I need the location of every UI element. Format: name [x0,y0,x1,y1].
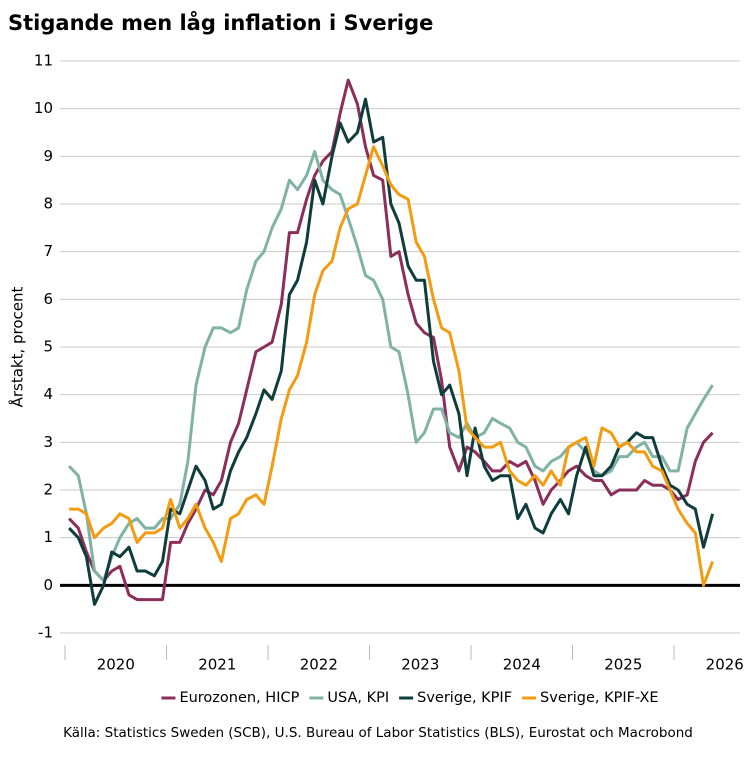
legend: Eurozonen, HICP USA, KPI Sverige, KPIF Sver… [161,690,659,706]
legend-label: Sverige, KPIF-XE [540,690,659,706]
x-tick-label: 2025 [604,656,642,674]
legend-item: USA, KPI [309,690,389,706]
y-tick-label: 3 [43,433,53,451]
y-tick-label: 2 [43,481,53,499]
x-tick-label: 2024 [503,656,541,674]
legend-label: Eurozonen, HICP [179,690,299,706]
x-tick-label: 2021 [198,656,236,674]
y-tick-label: 11 [34,52,53,70]
data-line [68,97,715,606]
y-tick-label: 9 [43,147,53,165]
legend-label: USA, KPI [327,690,389,706]
y-tick-label: 8 [43,195,53,213]
legend-item: Sverige, KPIF [399,690,512,706]
x-tick-label: 2023 [401,656,439,674]
y-tick-label: 5 [43,338,53,356]
y-tick-label: 4 [43,385,53,403]
chart-title: Stigande men låg inflation i Sverige [8,10,433,35]
source-note: Källa: Statistics Sweden (SCB), U.S. Bur… [63,725,693,741]
legend-item: Sverige, KPIF-XE [522,690,659,706]
x-tick-label: 2026 [706,656,744,674]
y-tick-label: -1 [38,624,53,642]
legend-label: Sverige, KPIF [417,690,512,706]
y-tick-label: 0 [43,576,53,594]
x-tick-label: 2022 [300,656,338,674]
data-line [68,78,714,602]
x-tick-label: 2020 [97,656,135,674]
y-tick-label: 1 [43,528,53,546]
legend-item: Eurozonen, HICP [161,690,300,706]
y-axis-label: Årstakt, procent [8,286,27,407]
y-tick-label: 6 [43,290,53,308]
data-line [69,145,715,587]
y-tick-label: 7 [43,242,53,260]
y-tick-label: 10 [34,99,53,117]
